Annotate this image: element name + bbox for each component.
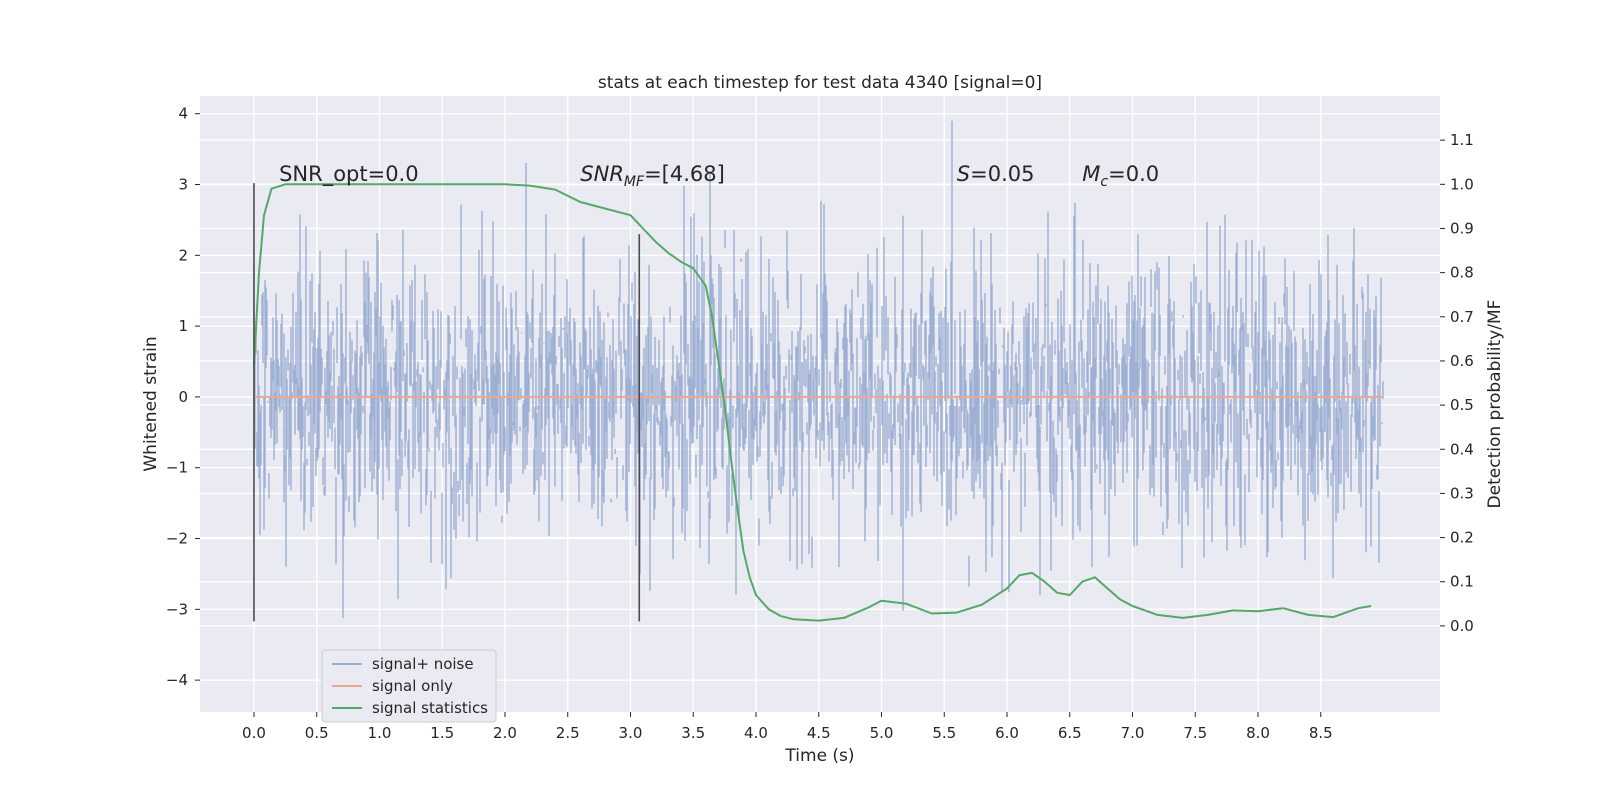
legend-box xyxy=(321,649,497,723)
y-tick-label-right: 0.2 xyxy=(1450,529,1474,547)
annotation-mc: Mc=0.0 xyxy=(1082,162,1159,190)
x-tick-label: 6.0 xyxy=(995,724,1019,742)
y-tick-label-right: 1.1 xyxy=(1450,131,1474,149)
x-tick-label: 0.0 xyxy=(242,724,266,742)
x-tick-label: 5.0 xyxy=(870,724,894,742)
annotation-snr-opt: SNR_opt=0.0 xyxy=(279,162,419,187)
y-tick-label-right: 0.9 xyxy=(1450,219,1474,237)
x-tick-label: 1.0 xyxy=(368,724,392,742)
x-axis-label: Time (s) xyxy=(784,746,854,766)
y-tick-label-right: 1.0 xyxy=(1450,175,1474,193)
y-tick-label-left: −3 xyxy=(166,600,188,618)
x-tick-label: 2.5 xyxy=(556,724,580,742)
y-tick-label-left: 0 xyxy=(178,388,188,406)
annotation-mc-sub: c xyxy=(1100,174,1108,190)
x-tick-label: 7.5 xyxy=(1183,724,1207,742)
x-tick-label: 8.5 xyxy=(1309,724,1333,742)
x-tick-label: 2.0 xyxy=(493,724,517,742)
annotation-s-value: =0.05 xyxy=(970,162,1034,186)
series-layer xyxy=(253,183,1384,622)
y-tick-label-right: 0.4 xyxy=(1450,440,1474,458)
y-tick-label-right: 0.6 xyxy=(1450,352,1474,370)
x-tick-label: 0.5 xyxy=(305,724,329,742)
x-tick-label: 6.5 xyxy=(1058,724,1082,742)
y-tick-label-left: −2 xyxy=(166,530,188,548)
annotation-s: S=0.05 xyxy=(957,162,1035,186)
y-tick-label-right: 0.3 xyxy=(1450,484,1474,502)
y-tick-label-left: 1 xyxy=(178,317,188,335)
x-tick-label: 5.5 xyxy=(932,724,956,742)
legend-label-signal-only: signal only xyxy=(372,677,453,695)
y-tick-label-left: 4 xyxy=(178,105,188,123)
chart-title: stats at each timestep for test data 434… xyxy=(598,73,1042,93)
legend: signal+ noise signal only signal statist… xyxy=(321,649,497,723)
legend-label-signal-statistics: signal statistics xyxy=(372,699,488,717)
y-tick-label-right: 0.8 xyxy=(1450,264,1474,282)
x-tick-label: 4.0 xyxy=(744,724,768,742)
x-tick-label: 8.0 xyxy=(1246,724,1270,742)
x-tick-label: 4.5 xyxy=(807,724,831,742)
legend-label-signal-noise: signal+ noise xyxy=(372,655,474,673)
y-tick-label-left: −1 xyxy=(166,459,188,477)
y-tick-label-left: 2 xyxy=(178,246,188,264)
annotation-snr-mf: SNRMF=[4.68] xyxy=(580,162,725,190)
signal-statistics-line xyxy=(253,183,1372,622)
annotation-snr-mf-label: SNR xyxy=(580,162,624,186)
vertical-markers xyxy=(253,183,641,622)
annotation-mc-label: M xyxy=(1082,162,1100,186)
annotation-snr-mf-sub: MF xyxy=(624,174,645,190)
annotation-snr-mf-value: =[4.68] xyxy=(644,162,725,186)
y-tick-label-left: −4 xyxy=(166,671,188,689)
y-axis-label-right: Detection probability/MF xyxy=(1485,300,1505,509)
x-tick-label: 3.0 xyxy=(619,724,643,742)
tick-labels: 0.0 0.5 1.0 1.5 2.0 2.5 3.0 3.5 4.0 4.5 5.0 5.5 6.0 6… xyxy=(166,105,1474,742)
y-tick-label-right: 0.0 xyxy=(1450,617,1474,635)
y-tick-label-right: 0.7 xyxy=(1450,308,1474,326)
annotation-mc-value: =0.0 xyxy=(1108,162,1159,186)
y-tick-label-left: 3 xyxy=(178,176,188,194)
y-axis-label-left: Whitened strain xyxy=(141,336,161,471)
annotation-s-label: S xyxy=(957,162,970,186)
y-tick-label-right: 0.5 xyxy=(1450,396,1474,414)
y-tick-label-right: 0.1 xyxy=(1450,573,1474,591)
x-tick-label: 3.5 xyxy=(681,724,705,742)
x-tick-label: 7.0 xyxy=(1121,724,1145,742)
x-tick-label: 1.5 xyxy=(430,724,454,742)
annotations: SNR_opt=0.0 SNRMF=[4.68] S=0.05 Mc=0.0 xyxy=(279,162,1159,190)
